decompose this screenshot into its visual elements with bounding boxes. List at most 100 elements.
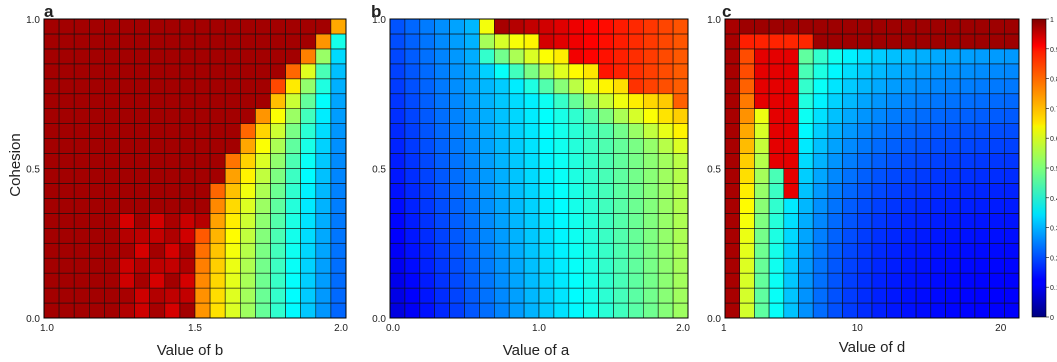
- heatmap-cell: [179, 78, 196, 95]
- heatmap-cell: [1003, 257, 1020, 274]
- heatmap-cell: [508, 33, 525, 50]
- heatmap-cell: [104, 302, 120, 319]
- heatmap-cell: [724, 48, 740, 65]
- heatmap-cell: [164, 228, 181, 244]
- heatmap-cell: [389, 63, 406, 80]
- heatmap-cell: [330, 272, 347, 289]
- heatmap-cell: [915, 228, 932, 244]
- heatmap-cell: [194, 63, 211, 80]
- heatmap-cell: [768, 138, 785, 154]
- heatmap-cell: [149, 168, 166, 184]
- heatmap-cell: [89, 287, 105, 304]
- heatmap-cell: [1003, 183, 1020, 199]
- heatmap-cell: [119, 48, 135, 65]
- heatmap-cell: [285, 153, 302, 169]
- heatmap-cell: [724, 78, 740, 95]
- heatmap-cell: [89, 183, 105, 199]
- heatmap-cell: [930, 108, 946, 124]
- heatmap-cell: [179, 198, 196, 214]
- heatmap-cell: [989, 93, 1005, 109]
- heatmap-cell: [89, 198, 105, 214]
- y-tick-label: 1.0: [26, 15, 40, 26]
- heatmap-cell: [642, 33, 659, 50]
- heatmap-cell: [754, 287, 770, 304]
- heatmap-cell: [989, 257, 1005, 274]
- heatmap-cell: [842, 183, 858, 199]
- heatmap-cell: [315, 108, 332, 124]
- heatmap-cell: [901, 63, 917, 80]
- heatmap-cell: [419, 78, 435, 95]
- heatmap-cell: [43, 123, 60, 139]
- heatmap-cell: [901, 183, 917, 199]
- heatmap-cell: [613, 257, 629, 274]
- heatmap-cell: [330, 48, 347, 65]
- heatmap-cell: [104, 153, 120, 169]
- heatmap-cell: [419, 138, 435, 154]
- heatmap-cell: [598, 18, 614, 35]
- heatmap-cell: [628, 302, 644, 319]
- heatmap-cell: [538, 153, 555, 169]
- heatmap-cell: [827, 242, 843, 259]
- heatmap-cell: [642, 272, 659, 289]
- heatmap-cell: [134, 183, 151, 199]
- heatmap-cell: [783, 272, 799, 289]
- heatmap-cell: [930, 78, 946, 95]
- heatmap-cell: [315, 123, 332, 139]
- heatmap-cell: [930, 138, 946, 154]
- heatmap-cell: [613, 123, 629, 139]
- heatmap-cell: [479, 242, 495, 259]
- heatmap-cell: [434, 198, 450, 214]
- heatmap-cell: [930, 228, 946, 244]
- heatmap-cell: [915, 213, 932, 229]
- heatmap-cell: [657, 228, 674, 244]
- heatmap-cell: [886, 123, 902, 139]
- heatmap-cell: [464, 242, 480, 259]
- heatmap-cell: [315, 78, 332, 95]
- heatmap-cell: [739, 48, 755, 65]
- heatmap-cell: [642, 138, 659, 154]
- heatmap-cell: [768, 272, 785, 289]
- heatmap-cell: [58, 93, 75, 109]
- heatmap-cell: [598, 48, 614, 65]
- heatmap-cell: [508, 123, 525, 139]
- heatmap-cell: [798, 287, 814, 304]
- heatmap-cell: [449, 213, 465, 229]
- heatmap-cell: [783, 138, 799, 154]
- heatmap-cell: [194, 242, 211, 259]
- heatmap-cell: [1003, 153, 1020, 169]
- heatmap-cell: [642, 228, 659, 244]
- heatmap-cell: [945, 78, 961, 95]
- heatmap-cell: [959, 33, 976, 50]
- heatmap-cell: [783, 63, 799, 80]
- heatmap-cell: [285, 272, 302, 289]
- heatmap-cell: [739, 183, 755, 199]
- heatmap-cell: [508, 242, 525, 259]
- heatmap-cell: [270, 123, 286, 139]
- heatmap-cell: [657, 123, 674, 139]
- heatmap-cell: [598, 302, 614, 319]
- heatmap-cell: [754, 123, 770, 139]
- heatmap-cell: [43, 93, 60, 109]
- heatmap-cell: [73, 138, 90, 154]
- heatmap-cell: [330, 302, 347, 319]
- heatmap-cell: [508, 153, 525, 169]
- heatmap-cell: [389, 123, 406, 139]
- heatmap-cell: [315, 272, 332, 289]
- heatmap-cell: [812, 78, 829, 95]
- heatmap-cell: [330, 18, 347, 35]
- heatmap-cell: [538, 272, 555, 289]
- heatmap-cell: [657, 93, 674, 109]
- heatmap-cell: [89, 153, 105, 169]
- heatmap-cell: [119, 228, 135, 244]
- heatmap-cell: [43, 302, 60, 319]
- heatmap-cell: [104, 257, 120, 274]
- heatmap-cell: [768, 78, 785, 95]
- heatmap-cell: [285, 257, 302, 274]
- heatmap-cell: [768, 48, 785, 65]
- heatmap-cell: [598, 198, 614, 214]
- heatmap-cell: [886, 63, 902, 80]
- heatmap-cell: [404, 183, 421, 199]
- heatmap-cell: [568, 228, 584, 244]
- heatmap-cell: [930, 63, 946, 80]
- heatmap-cell: [285, 228, 302, 244]
